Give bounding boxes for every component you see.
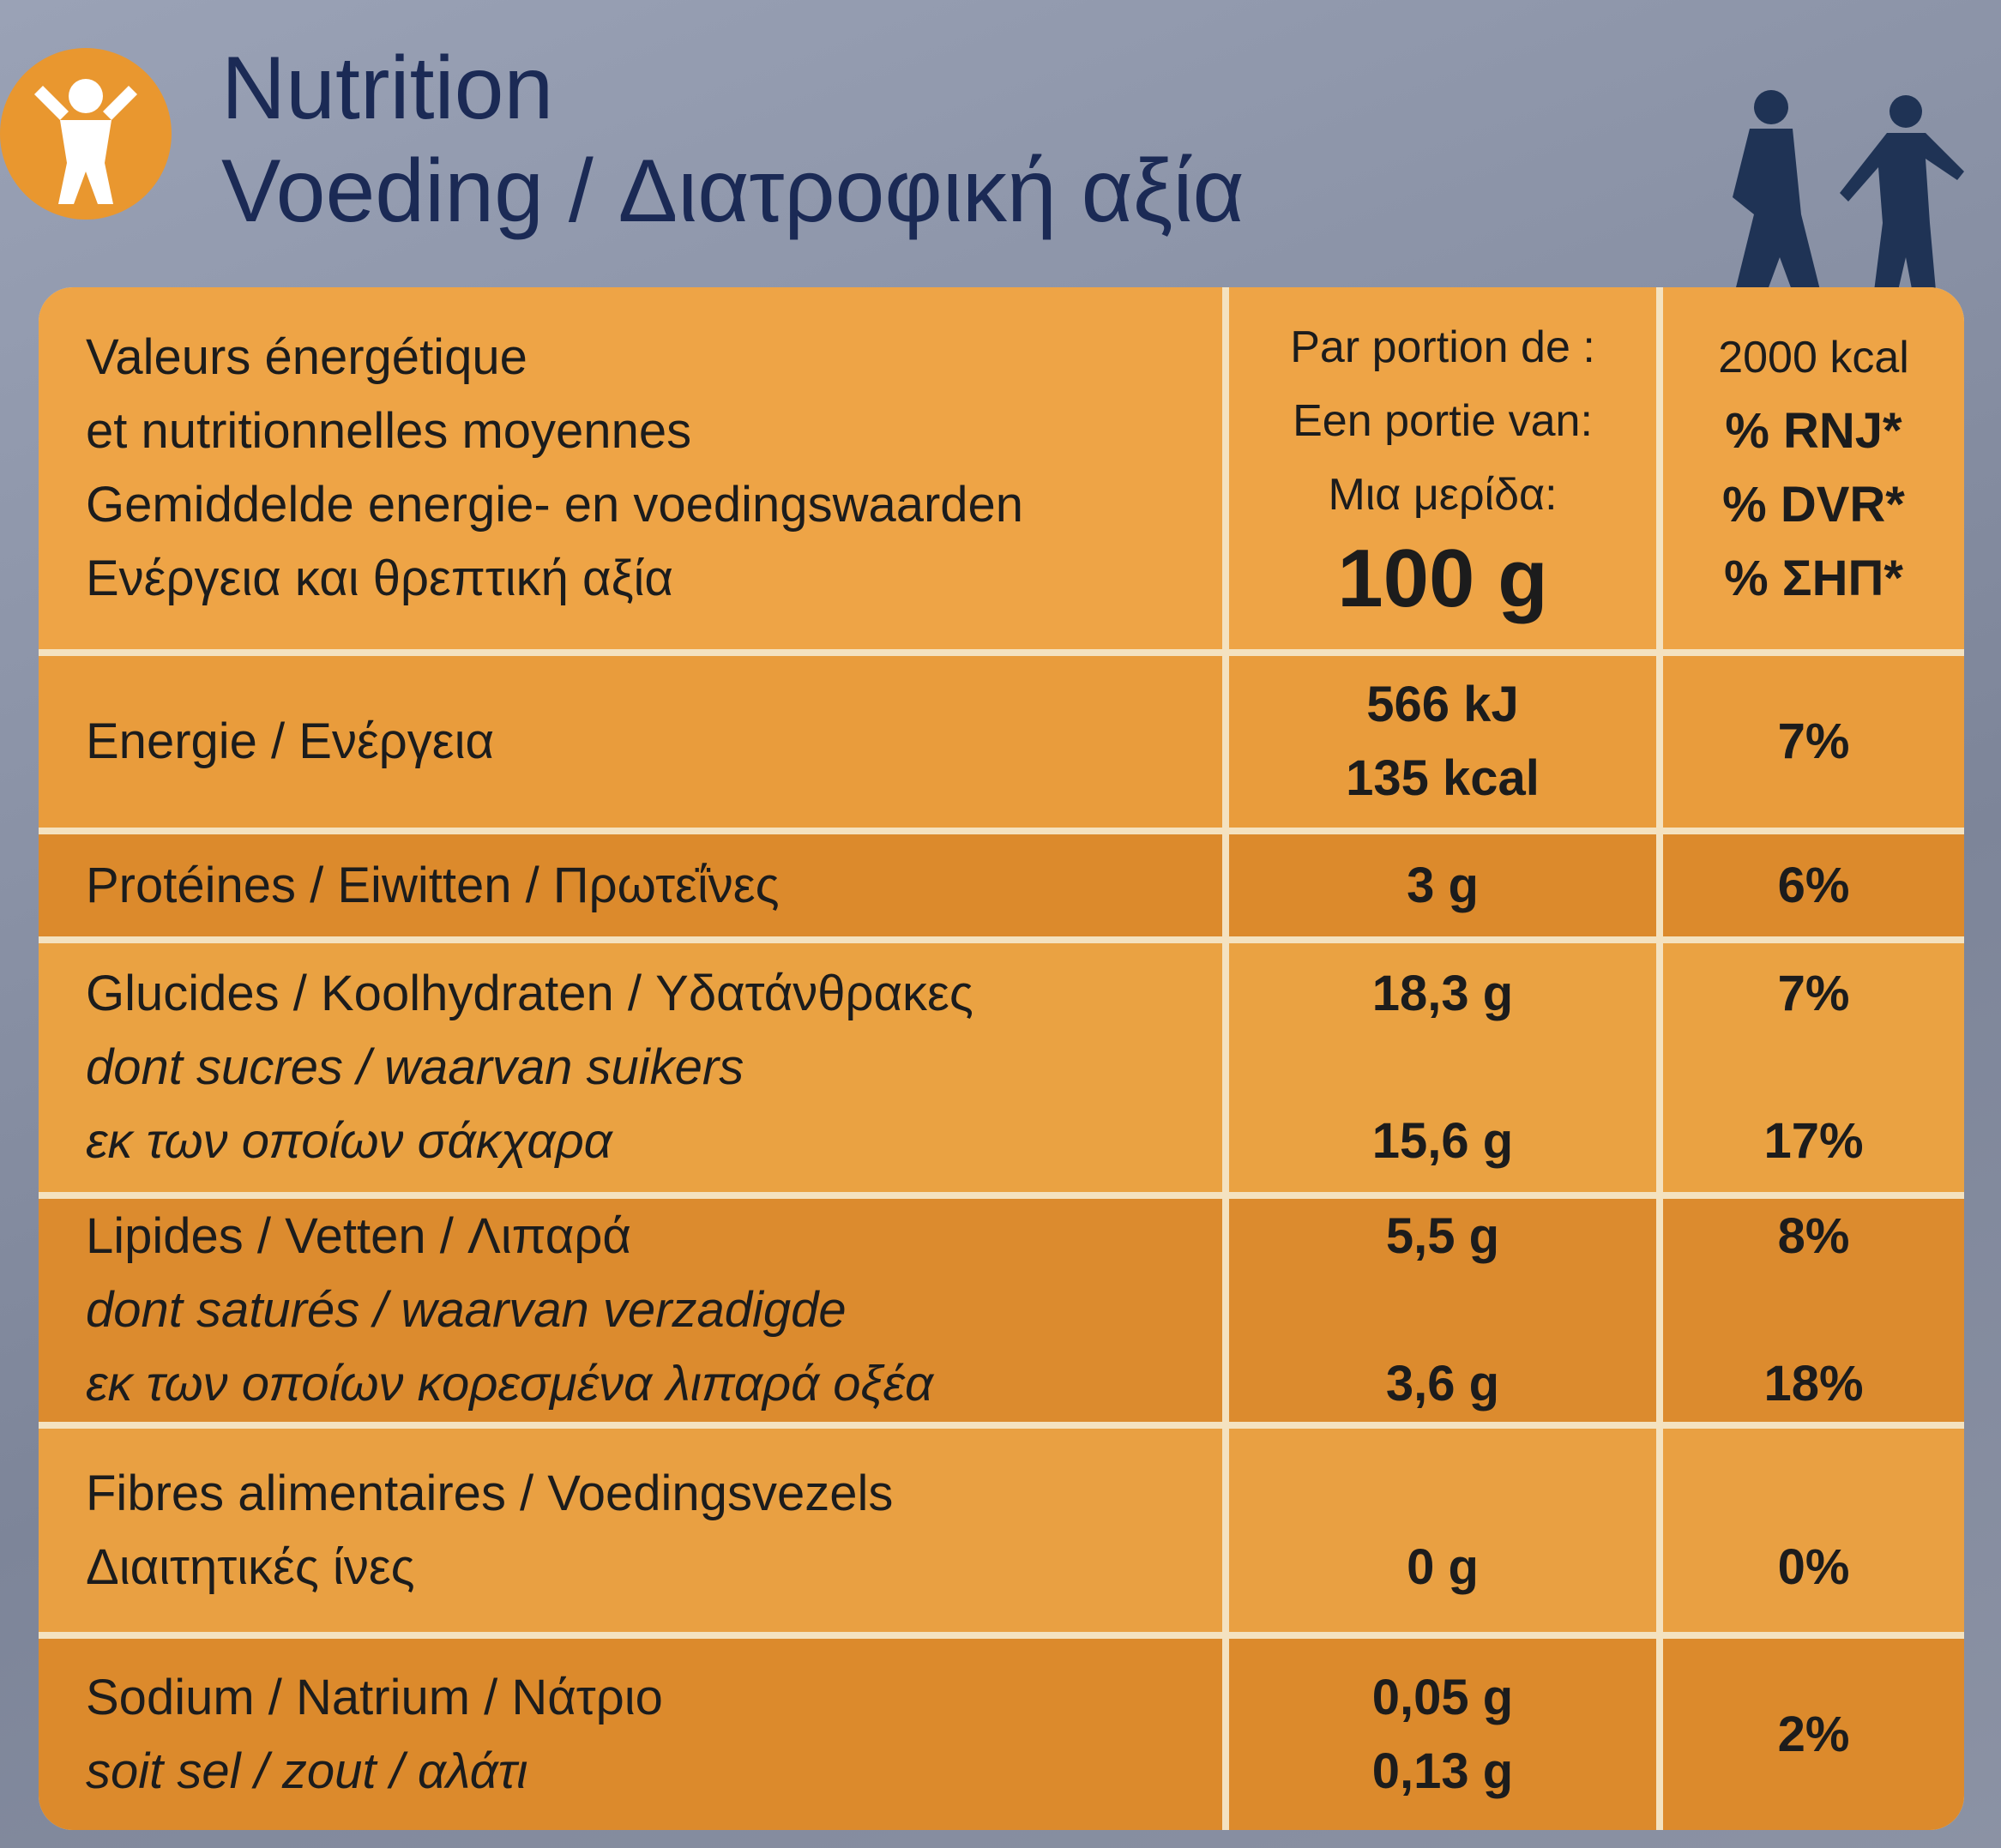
percent-cell: 7% [1663, 656, 1964, 828]
amount: Par portion de : [1290, 322, 1595, 372]
percent-cell: 7% 17% [1663, 943, 1964, 1192]
cell-bg [1229, 1639, 1656, 1830]
amount: 5,5 g [1385, 1208, 1500, 1264]
table-row: Glucides / Koolhydraten / Υδατάνθρακες do… [39, 943, 1964, 1192]
label-line: Lipides / Vetten / Λιπαρά [86, 1208, 631, 1264]
amount: 3,6 g [1385, 1356, 1500, 1412]
label-line: dont sucres / waarvan suikers [86, 1039, 744, 1095]
table-row: Lipides / Vetten / Λιπαρά dont saturés / … [39, 1199, 1964, 1422]
label-cell: Fibres alimentaires / Voedingsvezels Διαι… [39, 1429, 1222, 1632]
percent-cell: 2000 kcal % RNJ* % DVR* % ΣΗΠ* [1663, 287, 1964, 649]
amount: 566 kJ [1366, 677, 1519, 732]
label-cell: Protéines / Eiwitten / Πρωτεΐνες [39, 834, 1222, 936]
amount: 100 g [1337, 533, 1548, 624]
label-line: soit sel / zout / αλάτι [86, 1743, 528, 1799]
amount-cell: 0 g [1229, 1429, 1656, 1632]
percent: 17% [1763, 1113, 1864, 1169]
label-line: Ενέργεια και θρεπτική αξία [86, 551, 673, 606]
label-line: Gemiddelde energie- en voedingswaarden [86, 477, 1024, 533]
percent: 6% [1777, 857, 1850, 913]
nutrition-table: Valeurs énergétique et nutritionnelles mo… [39, 287, 1964, 1830]
label-line: Protéines / Eiwitten / Πρωτεΐνες [86, 857, 780, 913]
title: Nutrition [221, 39, 554, 138]
cell-bg [39, 834, 1222, 936]
cell-bg [1663, 834, 1964, 936]
cell-bg [39, 656, 1222, 828]
label-cell: Energie / Ενέργεια [39, 656, 1222, 828]
percent-cell: 0% [1663, 1429, 1964, 1632]
percent: % ΣΗΠ* [1724, 551, 1903, 606]
cell-bg [39, 1639, 1222, 1830]
percent: 7% [1777, 713, 1850, 769]
cell-bg [39, 943, 1222, 1192]
label-line: Glucides / Koolhydraten / Υδατάνθρακες [86, 966, 973, 1021]
cell-bg [1663, 1199, 1964, 1422]
label-cell: Lipides / Vetten / Λιπαρά dont saturés / … [39, 1199, 1222, 1422]
cell-bg [39, 287, 1222, 649]
label-cell: Glucides / Koolhydraten / Υδατάνθρακες do… [39, 943, 1222, 1192]
cell-bg [1663, 943, 1964, 1192]
amount: 0,13 g [1371, 1743, 1514, 1799]
percent: 2% [1777, 1706, 1850, 1762]
label-cell: Valeurs énergétique et nutritionnelles mo… [39, 287, 1222, 649]
amount-cell: 3 g [1229, 834, 1656, 936]
percent: 0% [1777, 1538, 1850, 1595]
label-line: Energie / Ενέργεια [86, 713, 495, 769]
percent: 18% [1763, 1356, 1864, 1412]
amount-cell: 5,5 g 3,6 g [1229, 1199, 1656, 1422]
label-line: εκ των οποίων σάκχαρα [86, 1113, 612, 1169]
table-head: Valeurs énergétique et nutritionnelles mo… [39, 287, 1964, 649]
amount: 135 kcal [1346, 750, 1540, 806]
table-row: Fibres alimentaires / Voedingsvezels Διαι… [39, 1429, 1964, 1632]
label-line: εκ των οποίων κορεσμένα λιπαρά οξέα [86, 1356, 934, 1412]
cell-bg [1663, 287, 1964, 649]
table-row: Protéines / Eiwitten / Πρωτεΐνες 3 g 6% [39, 834, 1964, 936]
amount-cell: 566 kJ 135 kcal [1229, 656, 1656, 828]
amount-cell: 18,3 g 15,6 g [1229, 943, 1656, 1192]
cell-bg [1663, 1639, 1964, 1830]
amount: 3 g [1407, 857, 1479, 913]
amount: 0,05 g [1371, 1669, 1514, 1725]
percent: 2000 kcal [1718, 333, 1909, 382]
percent-cell: 8% 18% [1663, 1199, 1964, 1422]
percent: 8% [1777, 1208, 1850, 1264]
percent: % RNJ* [1725, 403, 1902, 459]
cell-bg [39, 1429, 1222, 1632]
percent: 7% [1777, 966, 1850, 1021]
cell-bg [1229, 656, 1656, 828]
amount: 18,3 g [1371, 966, 1514, 1021]
label-line: Sodium / Natrium / Νάτριο [86, 1669, 663, 1725]
cell-bg [39, 1199, 1222, 1422]
cell-bg [1229, 1429, 1656, 1632]
cell-bg [1229, 834, 1656, 936]
label-line: Valeurs énergétique [86, 329, 527, 385]
label-cell: Sodium / Natrium / Νάτριο soit sel / zout… [39, 1639, 1222, 1830]
cell-bg [1663, 1429, 1964, 1632]
amount-cell: 0,05 g 0,13 g [1229, 1639, 1656, 1830]
cell-bg [1663, 656, 1964, 828]
amount-cell: Par portion de : Een portie van: Μια μερίδ… [1229, 287, 1656, 649]
cell-bg [1229, 943, 1656, 1192]
table-row: Sodium / Natrium / Νάτριο soit sel / zout… [39, 1639, 1964, 1830]
amount: 0 g [1407, 1538, 1479, 1595]
table-row: Energie / Ενέργεια 566 kJ 135 kcal 7% [39, 656, 1964, 828]
percent: % DVR* [1722, 477, 1905, 533]
label-line: dont saturés / waarvan verzadigde [86, 1282, 847, 1338]
amount: Μια μερίδα: [1328, 470, 1558, 520]
icon-figure [34, 79, 137, 204]
amount: Een portie van: [1293, 396, 1593, 446]
label-line: Διαιτητικές ίνες [86, 1538, 415, 1595]
percent-cell: 2% [1663, 1639, 1964, 1830]
percent-cell: 6% [1663, 834, 1964, 936]
label-line: et nutritionnelles moyennes [86, 403, 692, 459]
label-line: Fibres alimentaires / Voedingsvezels [86, 1465, 894, 1521]
cell-bg [1229, 1199, 1656, 1422]
subtitle: Voeding / Διατροφική αξία [221, 141, 1245, 241]
amount: 15,6 g [1371, 1113, 1514, 1169]
cell-bg [1229, 287, 1656, 649]
